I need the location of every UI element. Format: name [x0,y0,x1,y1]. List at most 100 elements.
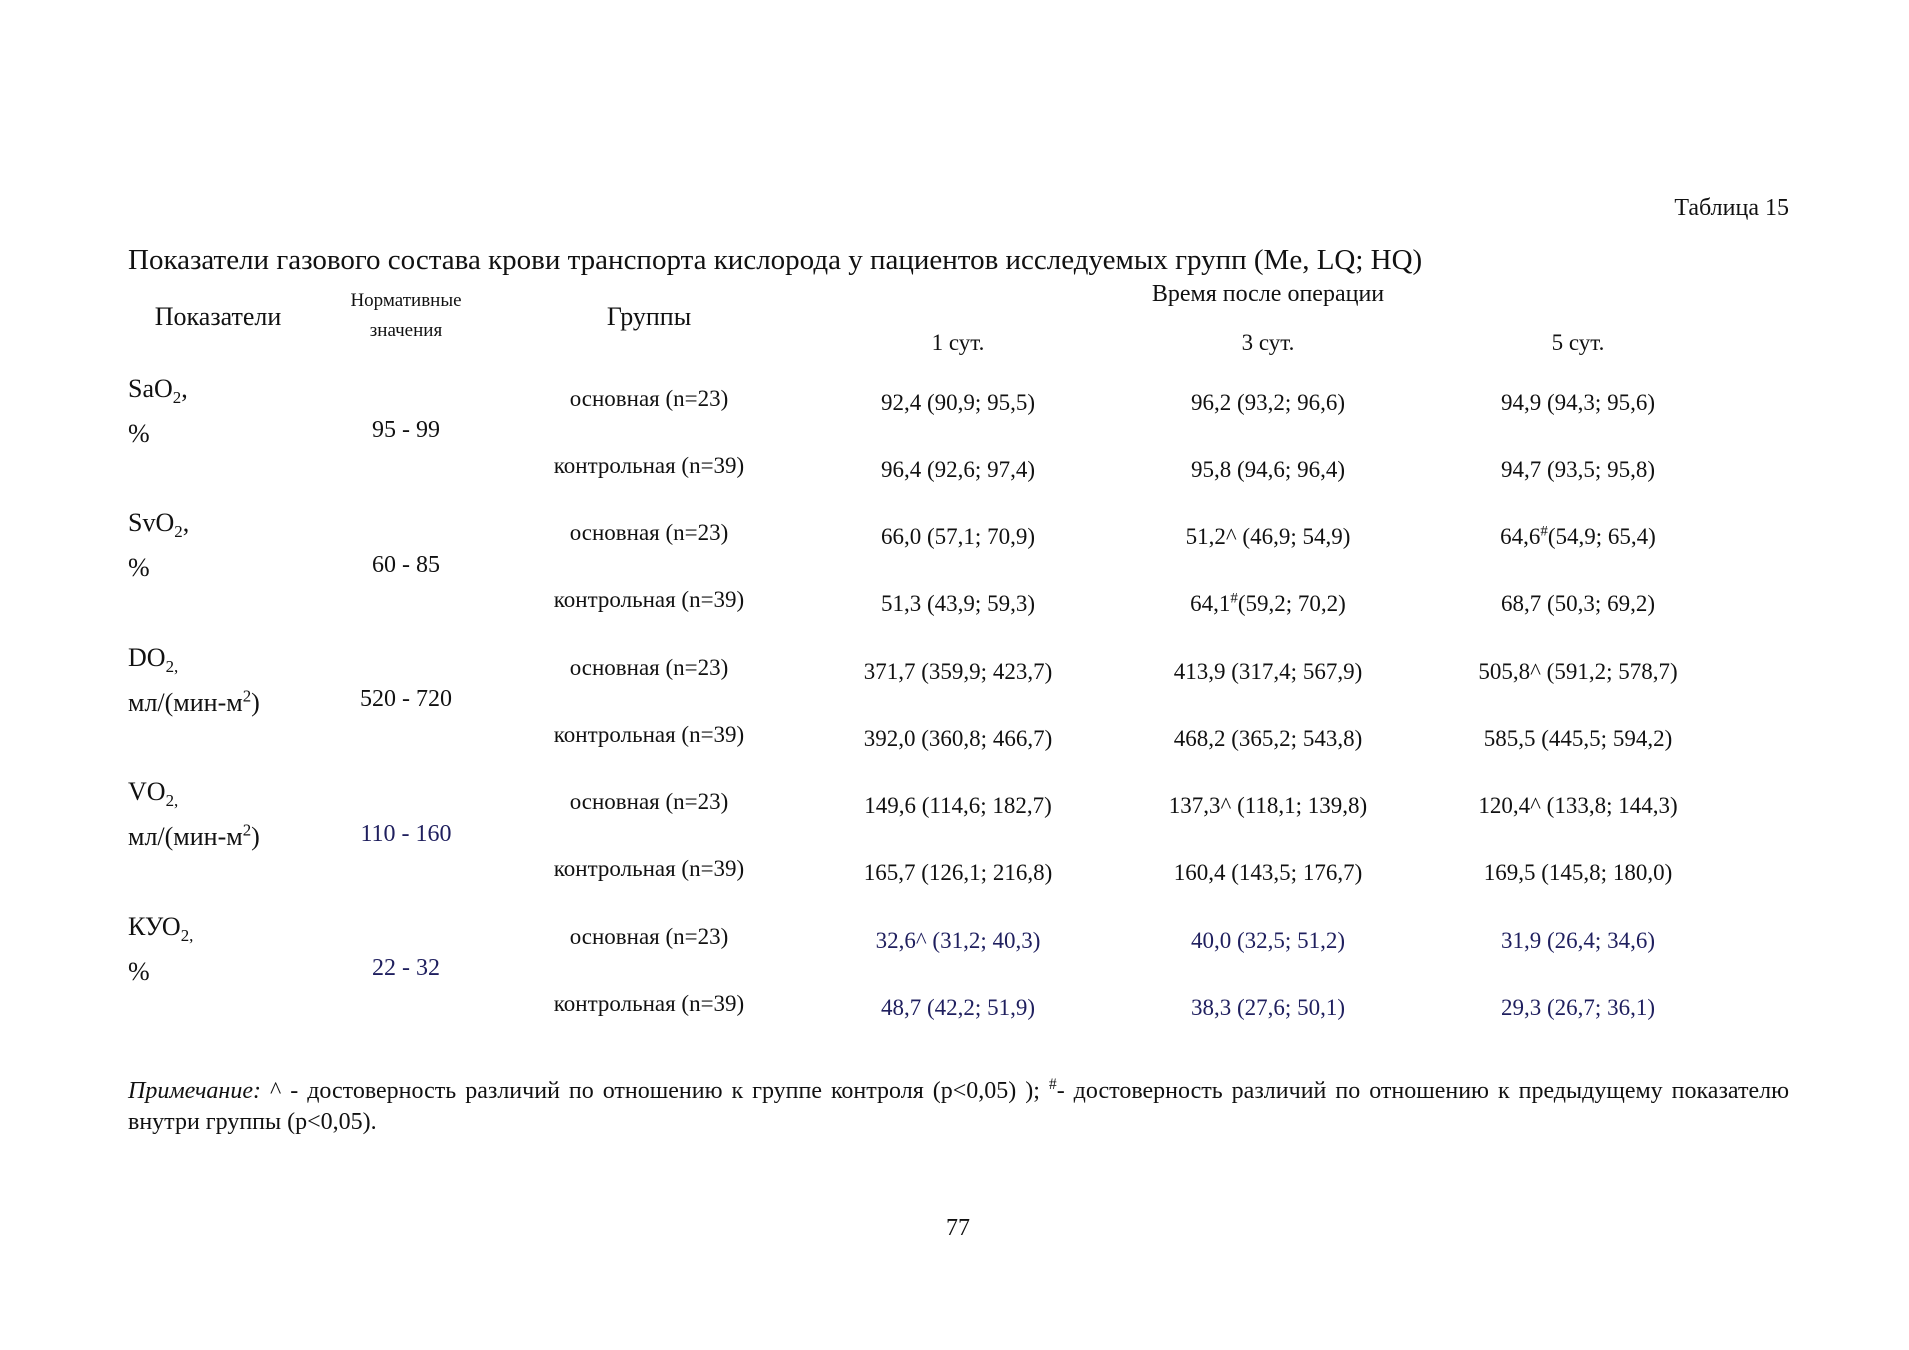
indicator-name: SaO2, [128,373,188,408]
indicator-unit: % [128,418,150,449]
text: основная (n=23) [569,654,729,680]
text: контрольная (n=39) [553,990,745,1016]
text: ) [251,687,260,717]
header-day: 1 сут. [932,329,985,357]
text: 392,0 (360,8; 466,7) [863,725,1053,751]
text: 31,9 (26,4; 34,6) [1501,927,1655,953]
text: 29,3 (26,7; 36,1) [1501,994,1655,1020]
text: мл/(мин-м [128,687,243,717]
text: % [128,418,150,448]
indicator-name: DO2, [128,642,179,677]
header-time: Время после операции [1152,280,1384,309]
norm-value: 95 - 99 [372,416,440,445]
cell-value: 371,7 (359,9; 423,7) [864,658,1052,686]
text: 32,6^ (31,2; 40,3) [875,927,1041,953]
indicator-name: КУО2, [128,911,193,944]
cell-value: 68,7 (50,3; 69,2) [1501,590,1655,618]
note-text: - достоверность различий по отношению к … [128,1078,1789,1136]
text: 22 - 32 [372,955,440,982]
supscript: 2 [242,820,252,840]
text: 48,7 (42,2; 51,9) [881,994,1035,1020]
cell-value: 51,2^ (46,9; 54,9) [1186,523,1351,551]
text: 64,6 [1500,524,1541,550]
cell-value: 468,2 (365,2; 543,8) [1174,725,1362,753]
text: 60 - 85 [372,551,440,578]
text: 505,8^ (591,2; 578,7) [1478,658,1678,684]
subscript: 2, [165,657,179,677]
note-label: Примечание: [128,1078,261,1104]
text: 51,3 (43,9; 59,3) [881,591,1035,617]
cell-value: 160,4 (143,5; 176,7) [1174,859,1362,887]
header-groups: Группы [607,301,691,332]
text: , [181,373,188,403]
text: Группы [606,301,692,331]
text: 165,7 (126,1; 216,8) [863,860,1053,886]
cell-value: 32,6^ (31,2; 40,3) [876,927,1041,955]
text: Показатели газового состава крови трансп… [128,244,1423,277]
group-name: контрольная (n=39) [554,855,744,883]
cell-value: 165,7 (126,1; 216,8) [864,859,1052,887]
text: 110 - 160 [360,820,452,847]
text: 5 сут. [1551,329,1605,355]
cell-value: 149,6 (114,6; 182,7) [864,792,1052,820]
norm-value: 110 - 160 [360,820,451,849]
norm-value: 22 - 32 [372,954,440,983]
text: 95,8 (94,6; 96,4) [1191,456,1345,482]
cell-value: 585,5 (445,5; 594,2) [1484,725,1672,753]
cell-value: 31,9 (26,4; 34,6) [1501,927,1655,955]
subscript: 2 [172,388,182,408]
text: % [128,553,150,583]
text: ) [251,822,260,852]
text: 169,5 (145,8; 180,0) [1483,860,1673,886]
group-name: контрольная (n=39) [554,452,744,480]
cell-value: 413,9 (317,4; 567,9) [1174,658,1362,686]
text: контрольная (n=39) [553,856,745,882]
page-number: 77 [946,1214,970,1243]
text: 520 - 720 [360,686,452,713]
indicator-unit: мл/(мин-м2) [128,821,260,852]
text: SvO [128,508,175,538]
text: 149,6 (114,6; 182,7) [864,793,1052,819]
cell-value: 95,8 (94,6; 96,4) [1191,456,1345,484]
text: SaO [128,373,173,403]
text: контрольная (n=39) [553,721,745,747]
caption: Показатели газового состава крови трансп… [128,243,1422,278]
text: 468,2 (365,2; 543,8) [1173,725,1363,751]
text: 120,4^ (133,8; 144,3) [1478,793,1678,819]
cell-value: 94,9 (94,3; 95,6) [1501,389,1655,417]
text: 371,7 (359,9; 423,7) [863,658,1053,684]
text: (59,2; 70,2) [1237,591,1346,617]
text: Время после операции [1151,281,1385,308]
table-label: Таблица 15 [1674,194,1789,223]
cell-value: 29,3 (26,7; 36,1) [1501,994,1655,1022]
group-name: основная (n=23) [570,923,729,951]
text: 413,9 (317,4; 567,9) [1173,658,1363,684]
text: 585,5 (445,5; 594,2) [1483,725,1673,751]
text: 94,7 (93,5; 95,8) [1501,456,1655,482]
text: 1 сут. [931,329,985,355]
group-name: контрольная (n=39) [554,990,744,1018]
group-name: основная (n=23) [570,519,729,547]
text: Нормативные значения [350,290,462,342]
text: , [182,508,190,538]
cell-value: 48,7 (42,2; 51,9) [881,994,1035,1022]
subscript: 2 [174,522,183,542]
text: 3 сут. [1241,329,1295,355]
cell-value: 66,0 (57,1; 70,9) [881,523,1035,551]
text: 68,7 (50,3; 69,2) [1501,591,1655,617]
group-name: основная (n=23) [570,654,729,682]
text: контрольная (n=39) [553,452,745,478]
text: 96,4 (92,6; 97,4) [881,456,1035,482]
cell-value: 64,6#(54,9; 65,4) [1500,523,1656,551]
text: 64,1 [1190,591,1231,617]
group-name: контрольная (n=39) [554,586,744,614]
text: мл/(мин-м [128,822,243,852]
indicator-name: SvO2, [128,507,190,540]
indicator-name: VO2, [128,776,178,809]
note-text: # [1048,1076,1057,1093]
header-indicator: Показатели [155,301,281,332]
cell-value: 64,1#(59,2; 70,2) [1190,590,1346,618]
text: основная (n=23) [569,923,729,949]
header-day: 3 сут. [1242,329,1295,357]
